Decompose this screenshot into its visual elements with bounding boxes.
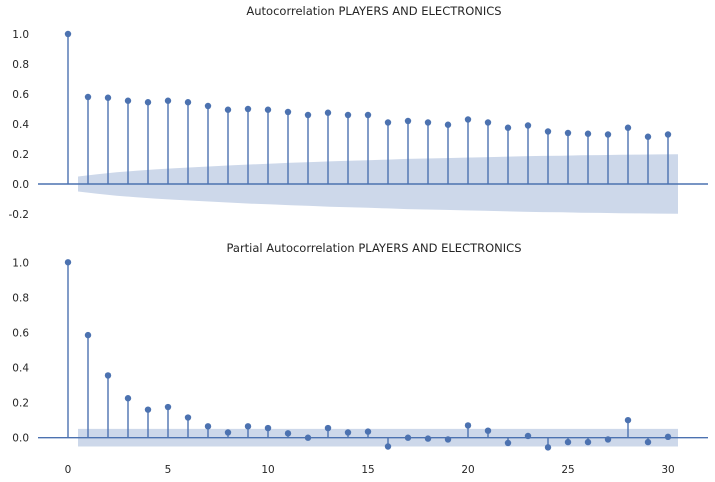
pacf-xtick-label: 0 [65, 464, 72, 476]
acf-marker [464, 116, 472, 123]
acf-marker [364, 111, 372, 119]
acf-marker [184, 99, 192, 106]
pacf-xtick-label: 30 [661, 464, 674, 476]
acf-ytick-label: 0.6 [12, 89, 29, 101]
pacf-marker [124, 395, 132, 402]
acf-marker [424, 119, 432, 126]
pacf-ytick-label: 0.4 [12, 363, 29, 375]
acf-marker [524, 122, 532, 129]
acf-marker [144, 99, 152, 106]
acf-marker [584, 130, 592, 137]
acf-marker [404, 117, 412, 125]
pacf-marker [484, 427, 492, 434]
acf-panel: Autocorrelation PLAYERS AND ELECTRONICS … [9, 4, 708, 221]
acf-marker [304, 111, 312, 119]
pacf-ytick-label: 0.6 [12, 327, 29, 339]
acf-marker [84, 93, 92, 101]
pacf-marker [144, 406, 152, 413]
pacf-marker [324, 424, 332, 432]
pacf-marker [584, 438, 592, 446]
pacf-xtick-label: 10 [261, 464, 274, 476]
acf-ytick-label: 0.4 [12, 119, 29, 131]
acf-ytick-label: 0.2 [12, 149, 29, 161]
pacf-marker [604, 436, 612, 443]
acf-marker [544, 128, 552, 135]
acf-marker [224, 106, 232, 113]
pacf-marker [304, 434, 312, 441]
pacf-marker [464, 422, 472, 429]
pacf-panel: Partial Autocorrelation PLAYERS AND ELEC… [12, 241, 708, 476]
pacf-marker [224, 429, 232, 436]
pacf-marker [664, 433, 672, 441]
pacf-marker [624, 416, 632, 424]
acf-ytick-label: 0.0 [12, 179, 29, 191]
pacf-marker [564, 438, 572, 446]
pacf-marker [344, 429, 352, 436]
pacf-title: Partial Autocorrelation PLAYERS AND ELEC… [226, 241, 521, 255]
pacf-marker [184, 414, 192, 421]
pacf-marker [204, 423, 212, 430]
pacf-marker [264, 424, 272, 432]
acf-marker [504, 124, 512, 131]
acf-marker [244, 105, 252, 113]
pacf-marker [404, 434, 412, 441]
acf-marker [444, 121, 452, 128]
acf-marker [104, 94, 112, 101]
acf-marker [124, 97, 132, 104]
pacf-xtick-label: 15 [361, 464, 374, 476]
acf-marker [484, 119, 492, 126]
pacf-marker [364, 428, 372, 435]
pacf-marker [644, 438, 652, 446]
pacf-marker [444, 436, 452, 443]
acf-marker [284, 108, 292, 116]
acf-marker [264, 106, 272, 113]
pacf-marker [384, 443, 392, 450]
pacf-marker [284, 430, 292, 437]
pacf-marker [104, 372, 112, 379]
acf-marker [664, 131, 672, 138]
acf-marker [564, 129, 572, 137]
pacf-ytick-label: 0.2 [12, 398, 29, 410]
pacf-ytick-label: 1.0 [12, 257, 29, 269]
acf-marker [624, 124, 632, 131]
acf-marker [164, 97, 172, 104]
pacf-xtick-label: 5 [165, 464, 172, 476]
acf-ytick-label: 1.0 [12, 29, 29, 41]
pacf-marker [424, 435, 432, 442]
acf-ytick-label: -0.2 [9, 209, 30, 221]
pacf-marker [504, 439, 512, 447]
pacf-marker [84, 331, 92, 339]
acf-title: Autocorrelation PLAYERS AND ELECTRONICS [246, 4, 501, 18]
pacf-xtick-label: 20 [461, 464, 474, 476]
pacf-marker [244, 423, 252, 430]
acf-marker [344, 111, 352, 119]
acf-marker [644, 133, 652, 140]
pacf-marker [164, 403, 172, 411]
pacf-xtick-label: 25 [561, 464, 574, 476]
pacf-ytick-label: 0.8 [12, 292, 29, 304]
pacf-ytick-label: 0.0 [12, 433, 29, 445]
acf-marker [324, 109, 332, 116]
acf-ytick-label: 0.8 [12, 59, 29, 71]
pacf-marker [64, 259, 72, 266]
acf-marker [204, 102, 212, 110]
acf-marker [604, 131, 612, 138]
acf-marker [64, 30, 72, 38]
acf-marker [384, 119, 392, 126]
pacf-marker [524, 432, 532, 440]
pacf-marker [544, 444, 552, 451]
